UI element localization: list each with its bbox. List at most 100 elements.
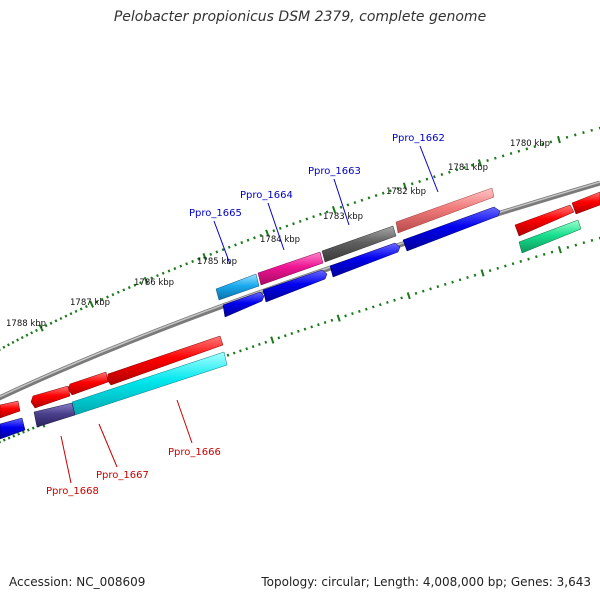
gene-label-ppro-1667[interactable]: Ppro_1667 bbox=[96, 470, 149, 481]
tick-mark bbox=[517, 149, 521, 153]
tick-mark bbox=[100, 297, 104, 301]
gene-ppro-1664-feature[interactable] bbox=[257, 251, 324, 286]
tick-mark bbox=[64, 314, 68, 318]
tick-mark bbox=[582, 131, 585, 135]
tick-mark bbox=[393, 298, 396, 302]
gene-label-ppro-1662[interactable]: Ppro_1662 bbox=[392, 133, 445, 144]
tick-mark bbox=[16, 338, 20, 342]
tick-mark bbox=[504, 264, 507, 268]
tick-mark bbox=[351, 312, 354, 316]
tick-mark bbox=[494, 156, 497, 160]
tick-mark bbox=[371, 305, 375, 309]
tick-mark bbox=[150, 276, 154, 280]
gene-forward-right-1[interactable] bbox=[514, 204, 575, 237]
tick-mark bbox=[209, 252, 213, 256]
tick-mark bbox=[133, 283, 137, 287]
gene-ppro-1663-feature[interactable] bbox=[321, 225, 397, 263]
genome-backbone-highlight bbox=[0, 181, 600, 398]
gene-red-reverse-2[interactable] bbox=[67, 371, 109, 396]
tick-mark bbox=[34, 328, 38, 333]
gene-label-ppro-1668[interactable]: Ppro_1668 bbox=[46, 486, 99, 497]
gene-label-ppro-1664[interactable]: Ppro_1664 bbox=[240, 190, 293, 201]
kbp-label-1788: 1788 kbp bbox=[6, 319, 46, 329]
tick-mark bbox=[26, 428, 30, 432]
tick-mark bbox=[477, 159, 482, 167]
tick-mark bbox=[542, 252, 546, 256]
tick-mark bbox=[389, 189, 392, 193]
tick-mark bbox=[215, 250, 219, 254]
tick-mark bbox=[22, 430, 25, 434]
tick-mark bbox=[436, 285, 440, 289]
tick-mark bbox=[226, 353, 230, 357]
tick-mark bbox=[425, 177, 429, 181]
tick-mark bbox=[378, 303, 382, 307]
tick-mark bbox=[278, 226, 282, 230]
tick-mark bbox=[590, 128, 593, 132]
gene-blue-reverse[interactable] bbox=[0, 417, 26, 440]
gene-ppro-1665-feature[interactable] bbox=[215, 273, 260, 301]
leader-ppro-1664 bbox=[267, 202, 285, 251]
tick-mark bbox=[251, 345, 255, 349]
tick-mark bbox=[139, 281, 142, 285]
gene-blue-2[interactable] bbox=[329, 242, 401, 278]
gene-label-ppro-1663[interactable]: Ppro_1663 bbox=[308, 166, 361, 177]
tick-mark bbox=[364, 307, 368, 311]
tick-mark bbox=[574, 243, 578, 247]
tick-mark bbox=[179, 264, 183, 268]
gene-blue-1[interactable] bbox=[402, 206, 501, 252]
tick-mark bbox=[319, 212, 322, 216]
tick-mark bbox=[11, 340, 15, 344]
tick-mark bbox=[31, 426, 35, 430]
tick-mark bbox=[360, 198, 364, 202]
tick-mark bbox=[496, 266, 500, 270]
tick-mark bbox=[463, 166, 466, 169]
gene-red-reverse-3[interactable] bbox=[30, 385, 71, 409]
tick-mark bbox=[473, 273, 477, 277]
tick-mark bbox=[509, 152, 513, 155]
tick-mark bbox=[312, 215, 315, 219]
gene-label-ppro-1666[interactable]: Ppro_1666 bbox=[168, 447, 221, 458]
genome-summary-text: Topology: circular; Length: 4,008,000 bp… bbox=[261, 575, 591, 589]
tick-mark bbox=[2, 345, 6, 349]
gene-blue-4[interactable] bbox=[222, 291, 265, 318]
tick-mark bbox=[272, 229, 276, 233]
gene-green[interactable] bbox=[518, 219, 582, 254]
tick-mark bbox=[38, 324, 44, 332]
tick-mark bbox=[400, 296, 403, 300]
gene-ppro-1662-feature[interactable] bbox=[395, 187, 495, 234]
tick-mark bbox=[480, 269, 485, 277]
gene-label-ppro-1665[interactable]: Ppro_1665 bbox=[189, 208, 242, 219]
tick-mark bbox=[325, 210, 329, 214]
kbp-label-1784: 1784 kbp bbox=[260, 235, 300, 245]
tick-mark bbox=[386, 300, 389, 304]
tick-mark bbox=[239, 349, 242, 353]
tick-mark bbox=[566, 245, 570, 249]
gene-ppro-1668-feature[interactable] bbox=[33, 402, 76, 428]
tick-mark bbox=[258, 342, 261, 346]
tick-mark bbox=[486, 158, 489, 163]
forward-leaders bbox=[213, 145, 439, 265]
tick-mark bbox=[234, 243, 237, 247]
gene-forward-right-2[interactable] bbox=[571, 191, 600, 215]
tick-mark bbox=[106, 295, 109, 299]
tick-mark bbox=[173, 267, 177, 271]
tick-mark bbox=[264, 340, 268, 344]
tick-mark bbox=[381, 191, 385, 195]
tick-mark bbox=[402, 182, 407, 190]
gene-blue-3[interactable] bbox=[262, 269, 328, 303]
gene-red-reverse-4[interactable] bbox=[0, 400, 21, 419]
tick-mark bbox=[429, 287, 432, 291]
tick-mark bbox=[310, 325, 314, 329]
tick-mark bbox=[25, 333, 29, 337]
forward-gene-row-2 bbox=[222, 206, 582, 318]
forward-gene-row bbox=[215, 187, 600, 301]
tick-mark bbox=[270, 336, 275, 344]
tick-mark bbox=[17, 432, 21, 436]
tick-mark bbox=[265, 229, 270, 237]
tick-mark bbox=[69, 312, 73, 316]
tick-mark bbox=[191, 259, 195, 263]
tick-mark bbox=[353, 201, 357, 205]
tick-mark bbox=[54, 319, 58, 323]
leader-ppro-1667 bbox=[98, 423, 118, 468]
genome-backbone bbox=[0, 180, 600, 401]
